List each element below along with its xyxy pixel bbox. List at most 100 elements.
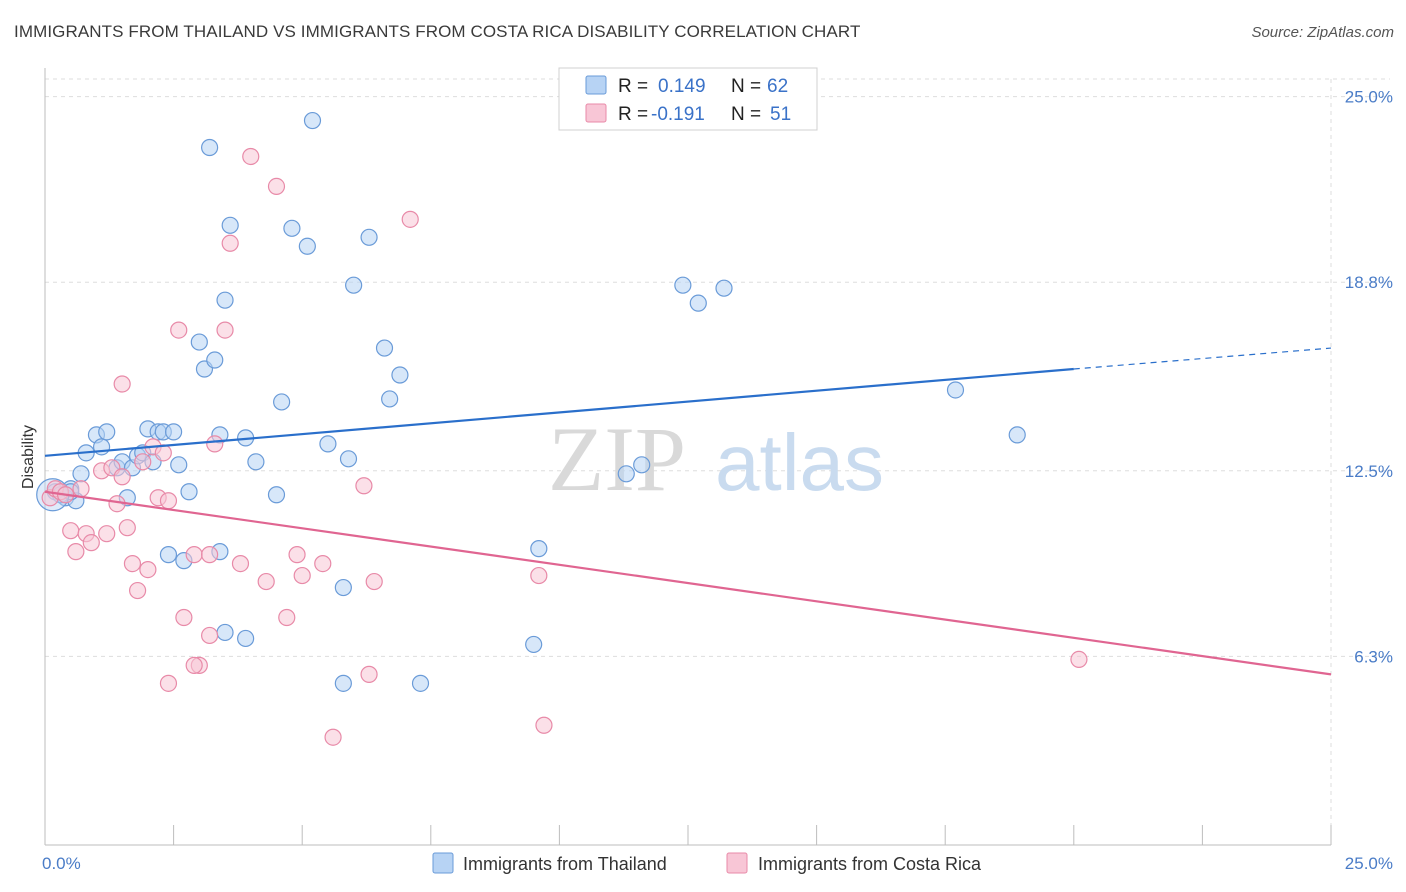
costarica-point-30 bbox=[221, 234, 239, 252]
costarica-point-45 bbox=[535, 716, 553, 734]
thailand-point-27 bbox=[206, 351, 224, 369]
costarica-point-36 bbox=[288, 546, 306, 564]
bottom-legend-swatch-thailand bbox=[432, 852, 454, 874]
thailand-point-36 bbox=[298, 237, 316, 255]
thailand-point-33 bbox=[267, 486, 286, 504]
legend-r-label-2: R = bbox=[618, 104, 648, 125]
series-legend: Immigrants from Thailand Immigrants from… bbox=[432, 852, 982, 874]
costarica-point-33 bbox=[257, 572, 275, 591]
thailand-trend-extension bbox=[1073, 347, 1332, 370]
legend-swatch-costarica bbox=[585, 103, 607, 123]
watermark: ZIP atlas bbox=[548, 408, 884, 510]
costarica-point-46 bbox=[185, 656, 203, 674]
watermark-zip: ZIP bbox=[548, 408, 686, 510]
thailand-point-25 bbox=[190, 333, 208, 351]
costarica-point-13 bbox=[113, 375, 131, 393]
thailand-points bbox=[36, 111, 1026, 692]
costarica-point-32 bbox=[242, 147, 260, 166]
costarica-point-16 bbox=[128, 581, 147, 600]
thailand-point-8 bbox=[98, 423, 116, 441]
costarica-point-48 bbox=[1070, 650, 1088, 668]
thailand-point-59 bbox=[1008, 426, 1026, 444]
costarica-point-28 bbox=[206, 435, 224, 453]
costarica-point-38 bbox=[314, 555, 332, 573]
bottom-legend-label-costarica: Immigrants from Costa Rica bbox=[758, 854, 982, 874]
watermark-atlas: atlas bbox=[715, 418, 884, 507]
thailand-point-29 bbox=[216, 291, 234, 309]
legend-r-value-2: -0.191 bbox=[651, 104, 705, 125]
thailand-point-30 bbox=[221, 216, 239, 234]
costarica-points bbox=[41, 147, 1088, 746]
costarica-point-43 bbox=[401, 210, 419, 228]
thailand-point-38 bbox=[319, 435, 337, 453]
thailand-point-22 bbox=[180, 483, 198, 501]
costarica-point-42 bbox=[365, 572, 383, 591]
costarica-trend-line bbox=[44, 490, 1332, 676]
thailand-point-46 bbox=[216, 623, 234, 642]
thailand-point-34 bbox=[273, 393, 291, 411]
legend-n-label-2: N = bbox=[731, 104, 761, 125]
thailand-point-47 bbox=[237, 629, 255, 648]
costarica-point-4 bbox=[62, 522, 80, 540]
thailand-point-52 bbox=[530, 540, 548, 558]
thailand-point-21 bbox=[159, 546, 178, 564]
costarica-point-29 bbox=[216, 321, 234, 339]
thailand-point-54 bbox=[633, 456, 651, 474]
costarica-point-15 bbox=[123, 555, 142, 573]
x-tick-label-1: 25.0% bbox=[1345, 854, 1393, 873]
y-tick-label-1: 12.5% bbox=[1345, 462, 1393, 481]
axes bbox=[44, 68, 1332, 846]
bottom-legend-swatch-costarica bbox=[726, 852, 748, 874]
costarica-point-6 bbox=[72, 480, 90, 498]
costarica-point-24 bbox=[175, 608, 193, 627]
thailand-point-58 bbox=[946, 381, 965, 399]
thailand-point-55 bbox=[674, 276, 692, 294]
trend-lines bbox=[44, 347, 1332, 676]
thailand-point-39 bbox=[339, 450, 358, 468]
thailand-point-24 bbox=[201, 138, 219, 157]
costarica-point-5 bbox=[67, 543, 85, 561]
legend-swatch-thailand bbox=[585, 75, 607, 95]
x-tick-label-0: 0.0% bbox=[42, 854, 81, 873]
legend-r-label-1: R = bbox=[618, 76, 648, 97]
thailand-point-56 bbox=[689, 294, 707, 312]
costarica-point-31 bbox=[231, 555, 250, 573]
costarica-point-25 bbox=[185, 546, 203, 564]
costarica-point-22 bbox=[159, 492, 178, 510]
thailand-point-32 bbox=[247, 453, 265, 471]
thailand-point-40 bbox=[345, 276, 363, 294]
costarica-point-37 bbox=[293, 566, 311, 585]
chart-title: IMMIGRANTS FROM THAILAND VS IMMIGRANTS F… bbox=[14, 22, 861, 41]
y-tick-label-0: 6.3% bbox=[1354, 647, 1393, 666]
y-tick-labels: 6.3% 12.5% 18.8% 25.0% bbox=[1345, 88, 1393, 667]
y-axis-title: Disability bbox=[20, 425, 37, 489]
thailand-point-42 bbox=[375, 339, 394, 357]
costarica-point-34 bbox=[267, 177, 286, 196]
thailand-point-44 bbox=[391, 366, 409, 384]
legend-n-label-1: N = bbox=[731, 76, 761, 97]
thailand-point-41 bbox=[360, 228, 378, 246]
thailand-point-50 bbox=[334, 578, 352, 597]
legend-r-value-1: 0.149 bbox=[658, 76, 706, 97]
costarica-point-10 bbox=[98, 525, 116, 543]
costarica-point-49 bbox=[113, 468, 131, 486]
costarica-point-47 bbox=[159, 674, 178, 692]
costarica-point-50 bbox=[201, 546, 219, 564]
thailand-point-37 bbox=[303, 111, 322, 130]
costarica-point-23 bbox=[170, 321, 188, 339]
thailand-point-20 bbox=[170, 456, 188, 474]
thailand-point-48 bbox=[334, 674, 352, 692]
thailand-point-53 bbox=[617, 465, 635, 483]
costarica-point-40 bbox=[355, 477, 373, 495]
thailand-point-19 bbox=[165, 423, 183, 441]
thailand-point-57 bbox=[715, 279, 733, 297]
costarica-point-8 bbox=[82, 534, 100, 552]
y-tick-label-3: 25.0% bbox=[1345, 88, 1393, 107]
thailand-point-51 bbox=[525, 635, 543, 654]
thailand-point-4 bbox=[72, 465, 90, 483]
bottom-legend-label-thailand: Immigrants from Thailand bbox=[463, 854, 667, 874]
costarica-point-39 bbox=[324, 728, 342, 746]
thailand-point-49 bbox=[411, 674, 430, 692]
correlation-legend: R = 0.149 N = 62 R = -0.191 N = 51 bbox=[558, 67, 818, 131]
